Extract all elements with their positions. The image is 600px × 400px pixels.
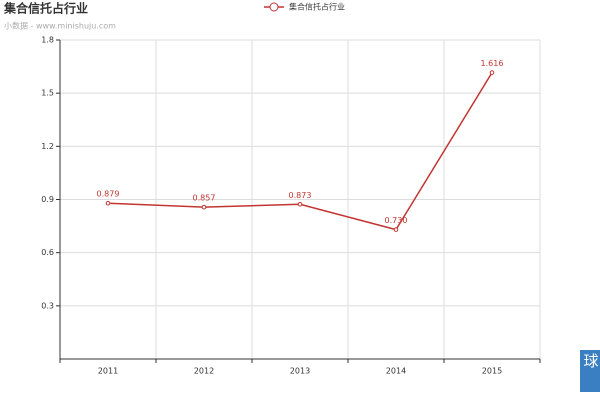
x-tick-label: 2011 (98, 367, 118, 376)
x-tick-label: 2014 (386, 367, 406, 376)
y-tick-label: 0.9 (41, 195, 54, 204)
x-tick-label: 2015 (482, 367, 502, 376)
x-tick-label: 2012 (194, 367, 214, 376)
point (105, 200, 111, 206)
data-label: 0.873 (289, 191, 312, 200)
x-tick-label: 2013 (290, 367, 310, 376)
point (393, 227, 399, 232)
point (297, 201, 303, 207)
y-tick-label: 0.3 (41, 301, 54, 310)
watermark-box (580, 350, 600, 392)
data-label: 1.616 (481, 59, 504, 68)
legend-marker (269, 2, 279, 12)
y-tick-label: 1.2 (41, 142, 54, 151)
point (489, 70, 495, 75)
chart-subtitle: 小数据 - www.minishuju.com (4, 21, 116, 31)
watermark-text: 雪球 (582, 334, 600, 372)
data-label: 0.879 (97, 190, 120, 199)
chart-title: 集合信托占行业 (3, 1, 88, 16)
data-label: 0.730 (385, 216, 408, 225)
legend-label: 集合信托占行业 (289, 2, 345, 12)
point (201, 204, 207, 210)
data-label: 0.857 (193, 194, 216, 203)
y-tick-label: 0.6 (41, 248, 54, 257)
y-tick-label: 1.5 (41, 89, 54, 98)
y-tick-label: 1.8 (41, 36, 54, 45)
